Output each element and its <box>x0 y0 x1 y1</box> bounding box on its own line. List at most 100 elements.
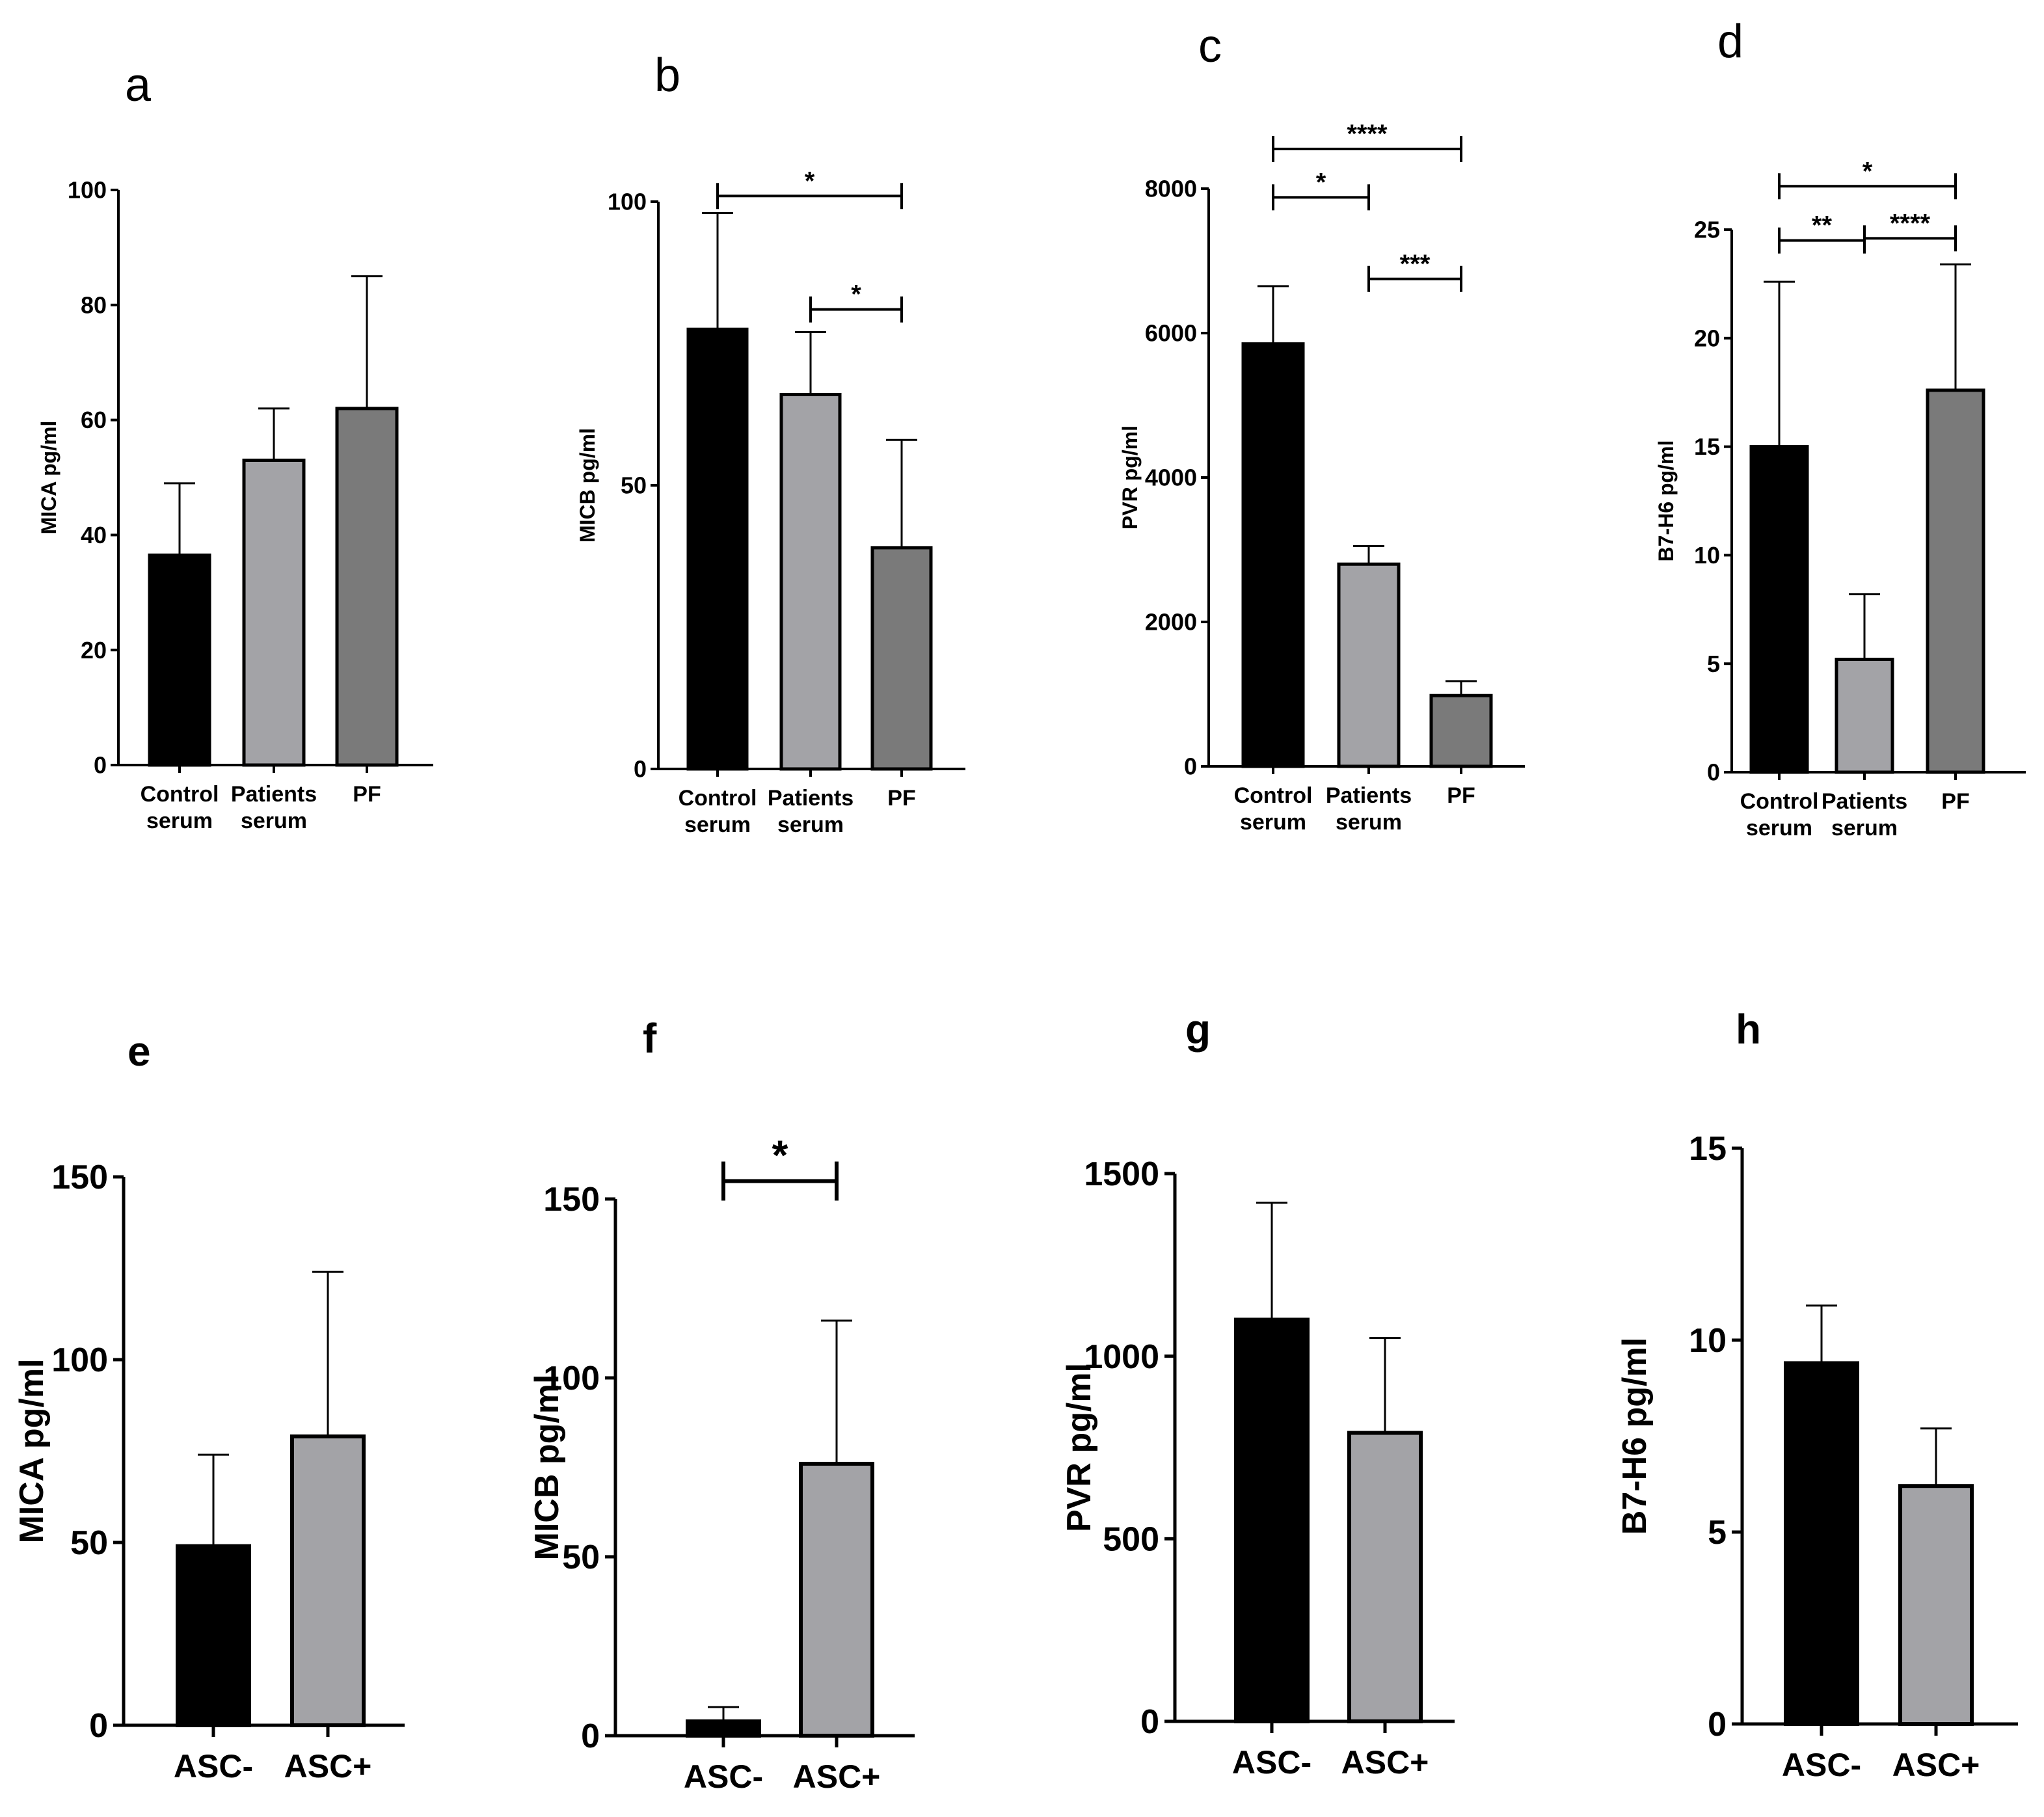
y-axis-title: MICB pg/ml <box>576 428 599 543</box>
significance-label: **** <box>1347 120 1388 148</box>
panel-g: g 0 500 1000 1500 PVR pg/ml ASC- ASC+ <box>1060 1006 1455 1781</box>
y-tick-label: 100 <box>608 189 647 215</box>
x-category-label: ASC+ <box>284 1748 372 1784</box>
x-category-label: ASC- <box>1232 1744 1311 1781</box>
x-category-label: PF <box>887 786 915 811</box>
panel-e-letter: e <box>128 1028 151 1075</box>
bar-1 <box>1749 445 1809 774</box>
significance-label: * <box>805 167 815 195</box>
x-category-label: ASC- <box>174 1748 253 1784</box>
y-tick-label: 0 <box>1707 759 1720 786</box>
y-tick-label: 50 <box>621 472 647 499</box>
y-tick-label: 100 <box>68 177 107 204</box>
y-tick-label: 6000 <box>1145 320 1197 347</box>
bar-2 <box>242 458 306 767</box>
y-tick-label: 50 <box>70 1524 108 1562</box>
bar-2 <box>799 1462 874 1738</box>
bar-3 <box>870 546 933 771</box>
x-category-label: ASC+ <box>1892 1747 1980 1783</box>
y-tick-label: 0 <box>1184 753 1197 780</box>
significance-label: * <box>851 280 861 309</box>
bar-1 <box>1241 342 1305 768</box>
y-tick-label: 5 <box>1707 651 1720 677</box>
bar-2 <box>779 392 842 771</box>
x-category-label: Control serum <box>141 782 219 833</box>
x-category-label: Control serum <box>1234 783 1313 835</box>
y-axis-title: MICA pg/ml <box>37 421 61 535</box>
y-tick-label: 150 <box>51 1159 108 1196</box>
y-tick-label: 0 <box>1140 1703 1159 1741</box>
x-category-label: ASC+ <box>793 1758 881 1795</box>
y-axis-title: MICA pg/ml <box>13 1358 51 1543</box>
x-category-label: Control serum <box>679 786 757 837</box>
significance-label: * <box>1862 157 1873 185</box>
y-tick-label: 5 <box>1708 1514 1727 1552</box>
panel-h: h 0 5 10 15 B7-H6 pg/ml ASC- ASC+ <box>1616 1006 2018 1783</box>
bar-1 <box>148 553 211 767</box>
bar-1 <box>176 1544 251 1728</box>
panel-d: d 0 5 10 15 20 25 B7-H6 pg/ml Control serumPatien… <box>1654 16 2026 841</box>
y-tick-label: 15 <box>1689 1130 1727 1168</box>
x-category-label: ASC+ <box>1341 1744 1429 1781</box>
y-tick-label: 10 <box>1694 542 1720 569</box>
y-tick-label: 10 <box>1689 1322 1727 1360</box>
panel-f: f 0 50 100 150 MICB pg/ml ASC- ASC+ * <box>528 1015 915 1795</box>
x-category-label: PF <box>1941 789 1969 814</box>
y-tick-label: 500 <box>1103 1521 1159 1559</box>
bar-1 <box>1234 1317 1310 1723</box>
x-category-label: Patients serum <box>1326 783 1412 835</box>
bar-2 <box>1337 562 1401 768</box>
y-tick-label: 20 <box>81 637 107 664</box>
x-category-label: Patients serum <box>231 782 317 833</box>
y-tick-label: 0 <box>1708 1706 1727 1743</box>
panel-e: e 0 50 100 150 MICA pg/ml ASC- ASC+ <box>13 1028 405 1784</box>
y-tick-label: 20 <box>1694 325 1720 351</box>
panel-f-letter: f <box>643 1015 657 1062</box>
y-tick-label: 60 <box>81 407 107 433</box>
y-tick-label: 150 <box>543 1181 600 1218</box>
x-category-label: Patients serum <box>768 786 854 837</box>
y-axis-title: B7-H6 pg/ml <box>1654 440 1678 562</box>
bar-2 <box>1835 658 1894 774</box>
y-axis-title: B7-H6 pg/ml <box>1616 1338 1654 1535</box>
y-tick-label: 80 <box>81 291 107 318</box>
x-category-label: ASC- <box>1782 1747 1861 1783</box>
y-axis-title: PVR pg/ml <box>1118 425 1142 530</box>
bar-2 <box>290 1434 366 1728</box>
y-tick-label: 1000 <box>1084 1338 1159 1376</box>
y-tick-label: 4000 <box>1145 464 1197 491</box>
bar-1 <box>686 327 749 771</box>
y-tick-label: 100 <box>51 1341 108 1379</box>
y-tick-label: 0 <box>89 1707 108 1745</box>
panel-a-letter: a <box>125 59 152 111</box>
significance-label: ** <box>1812 211 1833 240</box>
panel-a: a 0 20 40 60 80 100 MICA pg/ml Control serumPatie… <box>37 59 433 833</box>
bar-1 <box>686 1719 761 1738</box>
bar-1 <box>1784 1361 1859 1726</box>
y-tick-label: 0 <box>581 1717 600 1755</box>
bar-3 <box>1926 388 1985 774</box>
y-tick-label: 0 <box>634 756 647 783</box>
bar-2 <box>1347 1431 1423 1723</box>
bar-3 <box>1429 693 1493 768</box>
panel-c-letter: c <box>1198 20 1222 72</box>
bar-3 <box>335 407 399 767</box>
significance-label: * <box>772 1132 788 1179</box>
y-tick-label: 40 <box>81 522 107 548</box>
y-tick-label: 50 <box>562 1539 600 1576</box>
y-tick-label: 15 <box>1694 433 1720 460</box>
y-tick-label: 2000 <box>1145 609 1197 636</box>
panel-b-letter: b <box>654 49 680 101</box>
x-category-label: Control serum <box>1740 789 1819 841</box>
panel-h-letter: h <box>1736 1006 1761 1053</box>
panel-d-letter: d <box>1717 16 1743 68</box>
significance-label: *** <box>1400 250 1431 278</box>
x-category-label: ASC- <box>684 1758 763 1795</box>
significance-label: **** <box>1890 209 1931 237</box>
x-category-label: Patients serum <box>1822 789 1907 841</box>
y-tick-label: 100 <box>543 1360 600 1397</box>
bar-2 <box>1898 1484 1974 1726</box>
y-axis-title: PVR pg/ml <box>1060 1363 1098 1532</box>
